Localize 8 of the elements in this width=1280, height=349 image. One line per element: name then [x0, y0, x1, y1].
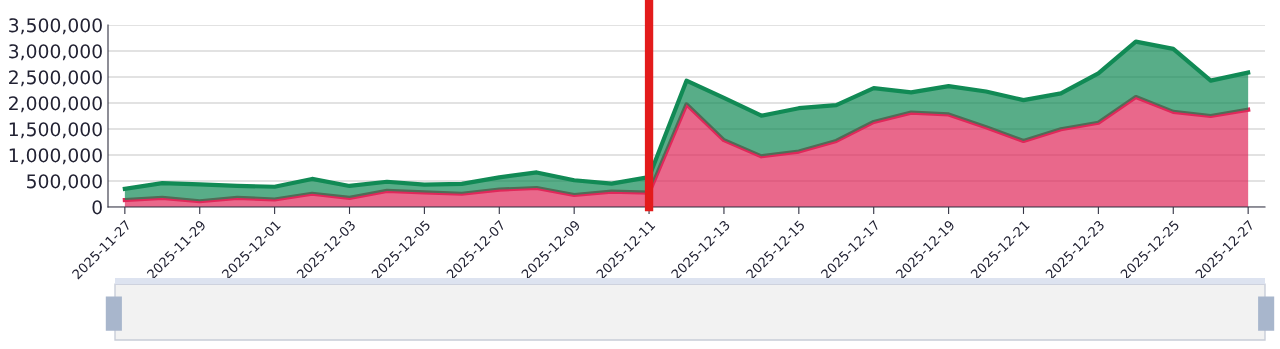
y-tick-label: 500,000: [27, 174, 102, 191]
y-tick-label: 3,500,000: [9, 18, 102, 35]
y-tick-label: 1,000,000: [9, 148, 102, 165]
y-tick-label: 1,500,000: [9, 122, 102, 139]
y-tick-label: 2,500,000: [9, 70, 102, 87]
y-tick-label: 3,000,000: [9, 44, 102, 61]
y-tick-label: 0: [92, 200, 102, 215]
y-tick-label: 2,000,000: [9, 96, 102, 113]
